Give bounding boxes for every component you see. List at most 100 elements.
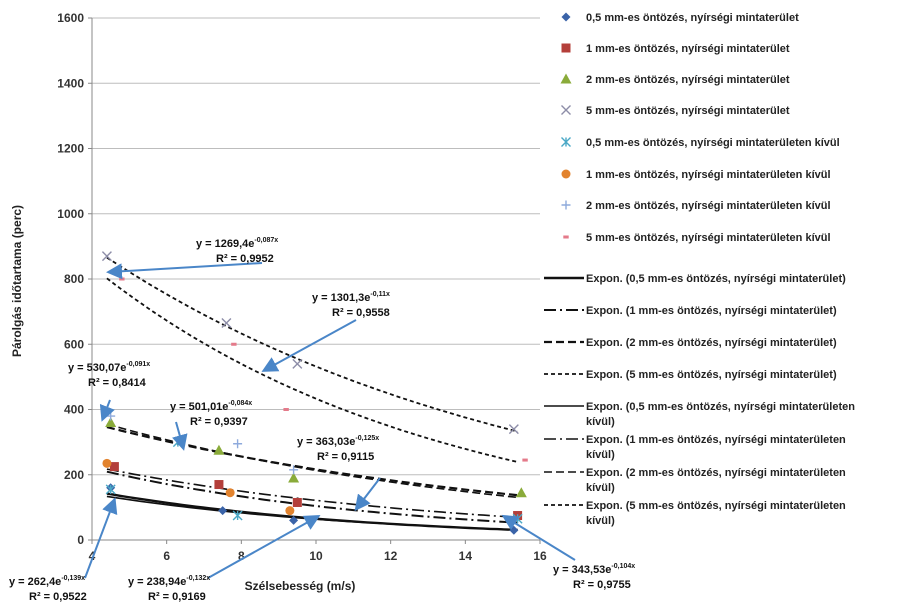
equation-base: y = 530,07e: [68, 362, 126, 374]
annotation-arrow-5: [354, 477, 381, 512]
legend-item-5: 0,5 mm-es öntözés, nyírségi mintaterület…: [561, 137, 840, 149]
legend-label-line: 2 mm-es öntözés, nyírségi mintaterületen…: [586, 200, 831, 212]
legend-label-line: kívül): [586, 515, 615, 527]
legend-label: Expon. (5 mm-es öntözés, nyírségi mintat…: [586, 369, 837, 381]
legend-label: Expon. (5 mm-es öntözés, nyírségi mintat…: [586, 500, 846, 527]
legend-label-line: kívül): [586, 416, 615, 428]
trendline-7: [106, 423, 518, 499]
legend-label-line: Expon. (0,5 mm-es öntözés, nyírségi mint…: [586, 273, 846, 285]
trend-equation-3: y = 530,07e-0,091x: [68, 361, 150, 374]
legend-label-line: 1 mm-es öntözés, nyírségi mintaterületen…: [586, 169, 831, 181]
legend-marker-3: [560, 73, 572, 84]
legend-label-line: Expon. (2 mm-es öntözés, nyírségi mintat…: [586, 467, 846, 479]
r-squared-7: R² = 0,9169: [148, 591, 206, 603]
point-s1-4: [509, 525, 519, 535]
point-s5-1: [105, 484, 116, 495]
equation-exponent: -0,084x: [228, 400, 252, 407]
legend-label-line: kívül): [586, 482, 615, 494]
legend-label-line: Expon. (2 mm-es öntözés, nyírségi mintat…: [586, 337, 837, 349]
legend-item-1: 0,5 mm-es öntözés, nyírségi mintaterület: [561, 12, 799, 24]
point-s4-2: [221, 318, 232, 329]
y-tick-label: 200: [64, 468, 84, 482]
x-tick-label: 6: [163, 549, 170, 563]
equation-exponent: -0,132x: [186, 575, 210, 582]
legend-item-15: Expon. (2 mm-es öntözés, nyírségi mintat…: [544, 467, 846, 494]
legend-label-line: Expon. (1 mm-es öntözés, nyírségi mintat…: [586, 434, 846, 446]
legend-marker-6: [561, 169, 571, 179]
axes: [91, 18, 540, 541]
y-tick-label: 400: [64, 403, 84, 417]
point-s4-4: [508, 424, 519, 435]
point-s1-2: [218, 506, 228, 516]
trend-equation-6: y = 262,4e-0,139x: [9, 575, 85, 588]
legend-label: 2 mm-es öntözés, nyírségi mintaterületen…: [586, 200, 831, 212]
legend-item-2: 1 mm-es öntözés, nyírségi mintaterület: [561, 43, 790, 55]
equation-base: y = 501,01e: [170, 401, 228, 413]
point-s8-4: [522, 458, 528, 462]
legend-label: 5 mm-es öntözés, nyírségi mintaterületen…: [586, 232, 831, 244]
point-s7-1: [106, 411, 116, 421]
y-tick-label: 1000: [57, 207, 84, 221]
point-s2-3: [292, 497, 302, 507]
y-tick-label: 1400: [57, 76, 84, 90]
trendline-4: [106, 256, 518, 433]
annotation-arrow-2: [261, 319, 357, 372]
annotation-arrow-7: [207, 515, 321, 579]
legend-label: Expon. (1 mm-es öntözés, nyírségi mintat…: [586, 434, 846, 461]
equation-base: y = 1269,4e: [196, 238, 254, 250]
y-tick-label: 800: [64, 272, 84, 286]
r-squared-4: R² = 0,9397: [190, 416, 248, 428]
equation-exponent: -0,125x: [355, 435, 379, 442]
x-axis-title: Szélsebesség (m/s): [245, 579, 356, 593]
legend-item-16: Expon. (5 mm-es öntözés, nyírségi mintat…: [544, 500, 846, 527]
y-tick-label: 0: [77, 533, 84, 547]
point-s3-3: [288, 472, 300, 483]
y-tick-label: 1600: [57, 11, 84, 25]
r-squared-3: R² = 0,8414: [88, 377, 147, 389]
legend-label: 2 mm-es öntözés, nyírségi mintaterület: [586, 74, 790, 86]
equation-base: y = 343,53e: [553, 564, 611, 576]
legend-item-7: 2 mm-es öntözés, nyírségi mintaterületen…: [561, 200, 831, 212]
point-s6-3: [285, 506, 295, 516]
x-tick-label: 12: [384, 549, 398, 563]
point-s4-1: [101, 251, 112, 262]
x-tick-label: 16: [533, 549, 547, 563]
legend-label-line: Expon. (5 mm-es öntözés, nyírségi mintat…: [586, 500, 846, 512]
point-s8-3: [283, 408, 289, 411]
legend-label: Expon. (2 mm-es öntözés, nyírségi mintat…: [586, 467, 846, 494]
legend-label: 0,5 mm-es öntözés, nyírségi mintaterület: [586, 12, 799, 24]
equation-exponent: -0,091x: [126, 361, 150, 368]
legend-marker-5: [561, 137, 571, 147]
legend-label-line: 2 mm-es öntözés, nyírségi mintaterület: [586, 74, 790, 86]
x-tick-label: 10: [309, 549, 323, 563]
trend-equation-7: y = 238,94e-0,132x: [128, 575, 210, 588]
legend-item-9: Expon. (0,5 mm-es öntözés, nyírségi mint…: [544, 273, 846, 285]
trendline-2: [106, 470, 518, 524]
legend-item-13: Expon. (0,5 mm-es öntözés, nyírségi mint…: [544, 401, 855, 428]
y-axis-title: Párolgás időtartama (perc): [10, 205, 24, 357]
y-tick-label: 1200: [57, 142, 84, 156]
legend-item-10: Expon. (1 mm-es öntözés, nyírségi mintat…: [544, 305, 837, 317]
legend-item-6: 1 mm-es öntözés, nyírségi mintaterületen…: [561, 169, 831, 181]
point-s6-2: [225, 488, 235, 498]
point-s3-2: [213, 444, 225, 455]
point-s3-4: [515, 487, 527, 498]
legend-label: Expon. (0,5 mm-es öntözés, nyírségi mint…: [586, 273, 846, 285]
equation-base: y = 262,4e: [9, 576, 61, 588]
legend-item-4: 5 mm-es öntözés, nyírségi mintaterület: [561, 105, 790, 117]
x-tick-label: 14: [459, 549, 473, 563]
trend-equations: y = 1269,4e-0,087x R² = 0,9952 y = 1301,3e…: [9, 237, 635, 603]
trendline-3: [106, 426, 518, 497]
point-s6-1: [102, 458, 112, 468]
legend-item-11: Expon. (2 mm-es öntözés, nyírségi mintat…: [544, 337, 837, 349]
trend-equation-2: y = 1301,3e-0,11x: [312, 291, 390, 304]
y-tick-label: 600: [64, 337, 84, 351]
point-s2-2: [214, 480, 224, 490]
legend-marker-1: [561, 12, 571, 22]
legend-marker-7: [561, 200, 571, 210]
legend-label-line: kívül): [586, 449, 615, 461]
legend-label-line: Expon. (5 mm-es öntözés, nyírségi mintat…: [586, 369, 837, 381]
point-s8-2: [231, 342, 237, 346]
legend-label-line: 0,5 mm-es öntözés, nyírségi mintaterület…: [586, 137, 840, 149]
